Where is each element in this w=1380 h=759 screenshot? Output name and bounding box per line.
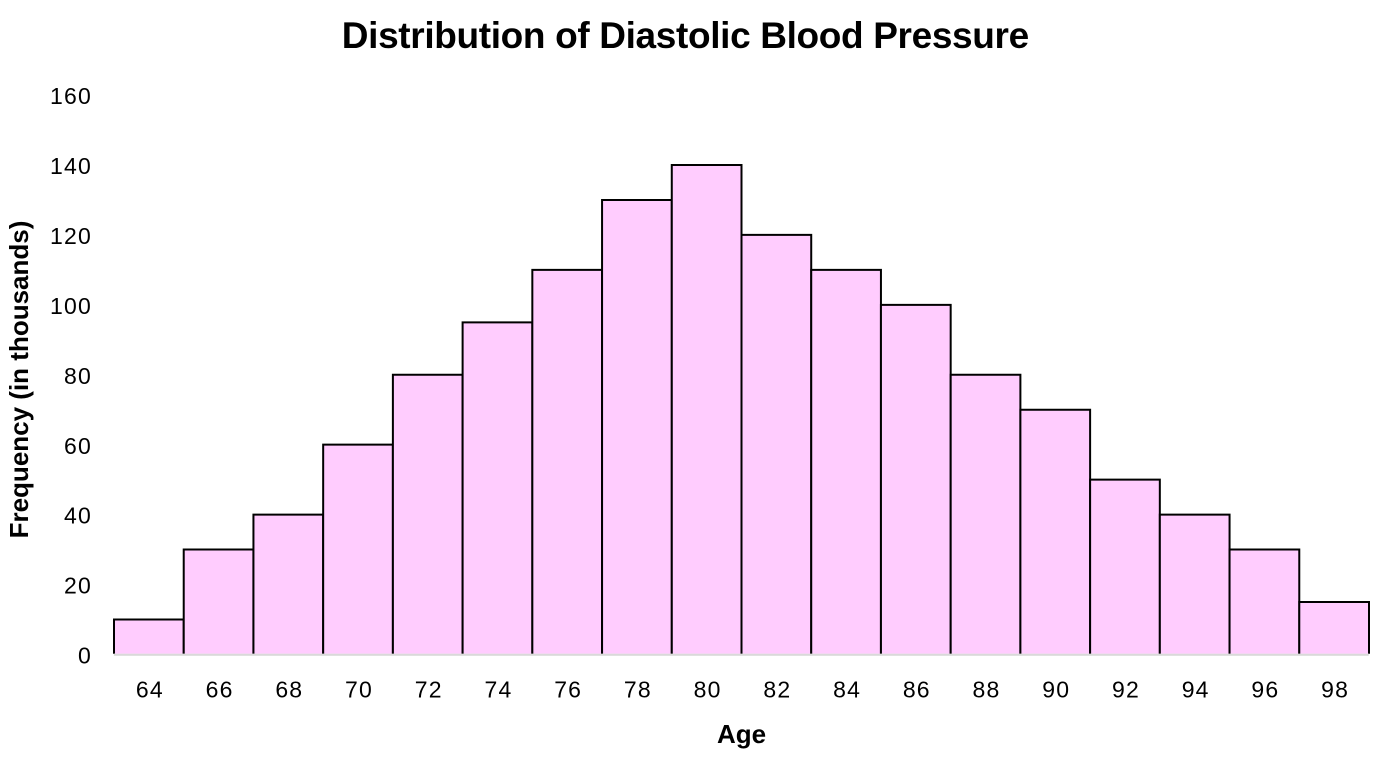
svg-text:Distribution of Diastolic Bloo: Distribution of Diastolic Blood Pressure (342, 15, 1029, 56)
svg-text:98: 98 (1321, 677, 1349, 703)
svg-text:70: 70 (345, 677, 373, 703)
svg-text:92: 92 (1112, 677, 1140, 703)
svg-text:120: 120 (50, 223, 92, 249)
svg-text:80: 80 (64, 363, 92, 389)
svg-text:90: 90 (1042, 677, 1070, 703)
svg-text:0: 0 (78, 643, 92, 669)
svg-text:94: 94 (1182, 677, 1210, 703)
svg-text:84: 84 (833, 677, 861, 703)
svg-text:Frequency (in thousands): Frequency (in thousands) (4, 221, 34, 539)
svg-text:100: 100 (50, 293, 92, 319)
svg-text:86: 86 (903, 677, 931, 703)
svg-text:66: 66 (206, 677, 234, 703)
svg-text:20: 20 (64, 573, 92, 599)
svg-text:88: 88 (973, 677, 1001, 703)
svg-text:40: 40 (64, 503, 92, 529)
svg-text:160: 160 (50, 83, 92, 109)
svg-text:80: 80 (694, 677, 722, 703)
svg-text:Age: Age (717, 719, 766, 749)
svg-text:74: 74 (484, 677, 512, 703)
svg-text:78: 78 (624, 677, 652, 703)
svg-text:76: 76 (554, 677, 582, 703)
svg-text:72: 72 (415, 677, 443, 703)
svg-text:60: 60 (64, 433, 92, 459)
svg-text:140: 140 (50, 153, 92, 179)
svg-text:68: 68 (275, 677, 303, 703)
svg-text:64: 64 (136, 677, 164, 703)
svg-text:96: 96 (1251, 677, 1279, 703)
svg-text:82: 82 (763, 677, 791, 703)
